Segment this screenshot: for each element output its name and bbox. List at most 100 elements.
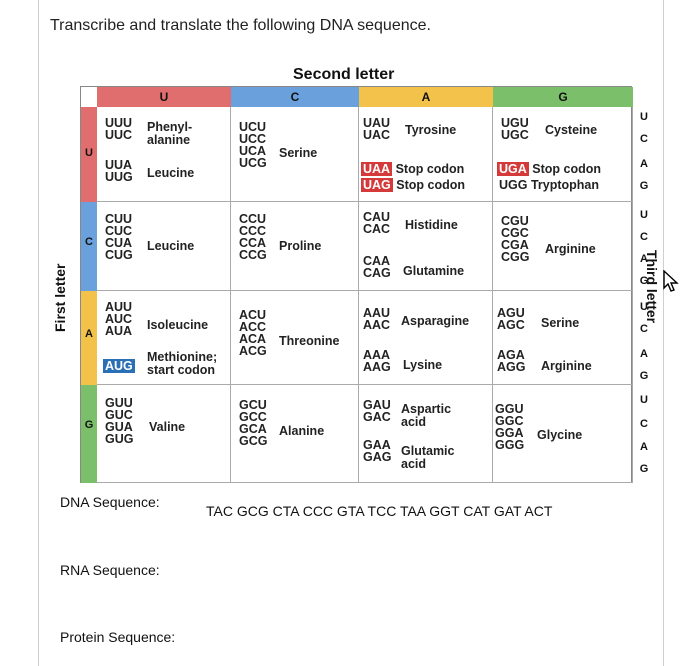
codons-cc: CCU CCC CCA CCG [239,212,267,262]
aa-arginine-c: Arginine [545,242,596,256]
col-header-g: G [493,87,633,107]
stop-row-uaa: UAA Stop codon [361,162,465,176]
row-label-c: C [85,236,93,248]
aa-leucine-c: Leucine [147,239,195,253]
cell-uu [97,107,231,202]
col-header-c: C [231,87,359,107]
aa-glycine: Glycine [537,428,583,442]
aa-glutamine: Glutamine [403,264,465,278]
aa-arginine-ag: Arginine [541,359,592,373]
third-letter-5: U [640,209,648,221]
codons-cu: CUU CUC CUA CUG [105,212,133,262]
col-header-u: U [97,87,231,107]
codons-cau-cac: CAU CAC [363,210,391,236]
codons-cg: CGU CGC CGA CGG [501,214,530,264]
cell-gg [493,385,633,483]
codons-gc: GCU GCC GCA GCG [239,398,268,448]
row-band-g [81,385,97,483]
third-letter-9: U [640,301,648,313]
third-letter-15: A [640,441,648,453]
dna-sequence-value: TAC GCG CTA CCC GTA TCC TAA GGT CAT GAT … [206,503,553,519]
cell-ag [493,291,633,385]
row-ugg: UGG Tryptophan [499,178,600,192]
third-letter-8: G [639,275,649,287]
row-band-c [81,202,97,291]
aa-proline: Proline [279,239,322,253]
aa-aspartic-acid: Aspartic acid [401,402,452,429]
codons-gg: GGU GGC GGA GGG [495,402,525,452]
stop-label-uag: Stop codon [396,178,466,192]
cell-ca [359,202,493,291]
question-text: Transcribe and translate the following D… [50,17,431,34]
aa-tyrosine: Tyrosine [405,123,457,137]
first-letter-heading: First letter [52,263,68,332]
cell-cu [97,202,231,291]
aa-asparagine: Asparagine [401,314,470,328]
start-row-aug: AUG [103,359,135,373]
codon-uga: UGA [497,162,529,176]
stop-row-uag: UAG Stop codon [361,178,466,192]
aa-alanine: Alanine [279,424,325,438]
codons-ac: ACU ACC ACA ACG [239,308,267,358]
row-label-u: U [85,147,93,159]
codons-gau-gac: GAU GAC [363,398,391,424]
third-letter-6: C [640,231,648,243]
cell-ga [359,385,493,483]
mouse-pointer-icon [663,270,679,292]
cell-gu [97,385,231,483]
aa-serine-uc: Serine [279,146,318,160]
cell-ac [231,291,359,385]
third-letter-4: G [639,180,649,192]
aa-lysine: Lysine [403,358,443,372]
third-letter-2: C [640,133,648,145]
stop-label-uga: Stop codon [532,162,602,176]
aa-isoleucine: Isoleucine [147,318,209,332]
codons-uau-uac: UAU UAC [363,116,391,142]
aa-serine-ag: Serine [541,316,580,330]
rna-sequence-label: RNA Sequence: [60,562,160,578]
row-band-a [81,291,97,385]
cell-uc [231,107,359,202]
third-letter-11: A [640,348,648,360]
codons-uuu-uuc: UUU UUC [105,116,133,142]
codons-agu-agc: AGU AGC [497,306,525,332]
protein-sequence-label: Protein Sequence: [60,629,176,645]
codon-table: U C A G U C A G UUU UUC Phenyl- alanine … [80,86,648,483]
row-band-u [81,107,97,202]
codons-gu: GUU GUC GUA GUG [105,396,134,446]
codons-uua-uug: UUA UUG [105,158,133,184]
third-letter-16: G [639,463,649,475]
row-label-g: G [84,419,94,431]
codons-gaa-gag: GAA GAG [363,438,392,464]
cell-au [97,291,231,385]
third-letter-3: A [640,158,648,170]
codons-caa-cag: CAA CAG [363,254,391,280]
cell-ug [493,107,633,202]
third-letter-13: U [640,394,648,406]
aa-methionine-start: Methionine; start codon [147,350,218,377]
third-letter-10: C [640,323,648,335]
stop-label-uaa: Stop codon [395,162,465,176]
codon-aug: AUG [103,359,135,373]
dna-sequence-label: DNA Sequence: [60,494,160,510]
page-frame [38,0,664,666]
codon-uag: UAG [361,178,393,192]
codons-uc: UCU UCC UCA UCG [239,120,267,170]
aa-threonine: Threonine [279,334,340,348]
cell-aa [359,291,493,385]
codon-uaa: UAA [361,162,393,176]
codons-aau-aac: AAU AAC [363,306,391,332]
codons-ugu-ugc: UGU UGC [501,116,529,142]
third-letter-7: A [640,253,648,265]
codons-aga-agg: AGA AGG [497,348,526,374]
cell-cg [493,202,633,291]
aa-tryptophan: Tryptophan [530,178,600,192]
aa-leucine-u: Leucine [147,166,195,180]
aa-histidine: Histidine [405,218,458,232]
stop-row-uga: UGA Stop codon [497,162,602,176]
aa-glutamic-acid: Glutamic acid [401,444,455,471]
third-letter-14: C [640,418,648,430]
third-letter-12: G [639,370,649,382]
codon-ugg: UGG [499,178,528,192]
aa-valine: Valine [149,420,186,434]
